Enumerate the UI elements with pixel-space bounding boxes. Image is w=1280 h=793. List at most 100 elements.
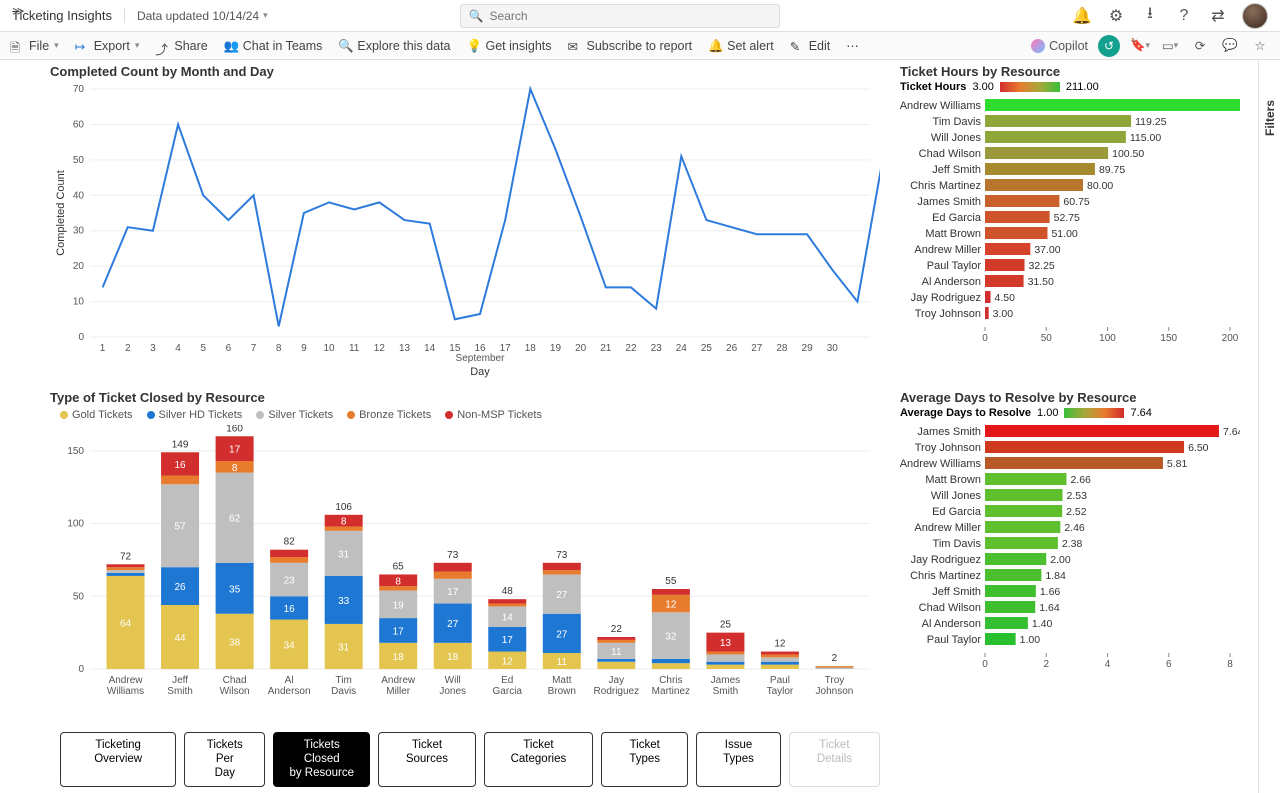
svg-text:8: 8 — [232, 463, 238, 474]
svg-text:27: 27 — [447, 619, 459, 630]
reset-button[interactable]: ↺ — [1098, 35, 1120, 57]
tab-ticket-categories[interactable]: Ticket Categories — [484, 732, 593, 787]
bookmark-icon[interactable]: 🔖▾ — [1130, 36, 1150, 56]
svg-text:0: 0 — [78, 332, 84, 343]
svg-text:29: 29 — [802, 343, 814, 354]
svg-text:37.00: 37.00 — [1034, 244, 1060, 256]
export-button[interactable]: ↦Export▾ — [75, 39, 140, 53]
notification-icon[interactable]: 🔔 — [1072, 6, 1092, 26]
svg-text:11: 11 — [611, 647, 622, 658]
top-bar: Ticketing Insights Data updated 10/14/24… — [0, 0, 1280, 32]
svg-text:11: 11 — [557, 657, 568, 668]
svg-text:40: 40 — [73, 190, 85, 201]
svg-text:6: 6 — [226, 343, 232, 354]
svg-text:100: 100 — [1099, 333, 1116, 344]
svg-text:22: 22 — [625, 343, 637, 354]
tab-ticket-sources[interactable]: Ticket Sources — [378, 732, 476, 787]
svg-text:25: 25 — [720, 620, 732, 631]
data-updated[interactable]: Data updated 10/14/24 ▾ — [137, 9, 268, 23]
svg-text:8: 8 — [341, 517, 347, 528]
svg-text:72: 72 — [120, 551, 132, 562]
star-icon[interactable]: ☆ — [1250, 36, 1270, 56]
svg-text:11: 11 — [349, 343, 360, 354]
svg-text:17: 17 — [229, 445, 241, 456]
edit-button[interactable]: ✎Edit — [790, 39, 831, 53]
share-button[interactable]: ⤴Share — [155, 39, 207, 53]
avatar[interactable] — [1242, 3, 1268, 29]
hours-chart[interactable]: Andrew Williams211.00Tim Davis119.25Will… — [900, 97, 1240, 377]
svg-text:2.53: 2.53 — [1066, 490, 1087, 502]
svg-text:1.00: 1.00 — [1020, 634, 1041, 646]
file-button[interactable]: 🗎File▾ — [10, 39, 59, 53]
copilot-button[interactable]: Copilot — [1031, 39, 1088, 53]
svg-text:2.46: 2.46 — [1064, 522, 1085, 534]
days-chart[interactable]: James Smith7.64Troy Johnson6.50Andrew Wi… — [900, 423, 1240, 723]
chat-teams-button[interactable]: 👥Chat in Teams — [224, 39, 323, 53]
svg-text:Wilson: Wilson — [220, 686, 250, 697]
insights-button[interactable]: 💡Get insights — [467, 39, 552, 53]
chevron-down-icon: ▾ — [263, 10, 268, 21]
filters-pane-tab[interactable]: Filters — [1258, 60, 1280, 793]
alert-button[interactable]: 🔔Set alert — [708, 39, 774, 53]
svg-text:27: 27 — [556, 629, 568, 640]
days-chart-title: Average Days to Resolve by Resource — [900, 390, 1240, 405]
svg-text:21: 21 — [600, 343, 612, 354]
svg-text:Brown: Brown — [548, 686, 576, 697]
svg-text:17: 17 — [393, 626, 405, 637]
expand-icon[interactable]: ≫ — [12, 4, 25, 18]
svg-text:Troy Johnson: Troy Johnson — [915, 308, 981, 320]
view-icon[interactable]: ▭▾ — [1160, 36, 1180, 56]
svg-text:10: 10 — [323, 343, 335, 354]
tab-tickets-closed-by-resource[interactable]: Tickets Closedby Resource — [273, 732, 370, 787]
svg-text:12: 12 — [774, 639, 786, 650]
svg-text:73: 73 — [447, 550, 459, 561]
svg-text:Matt Brown: Matt Brown — [925, 474, 981, 486]
svg-text:6.50: 6.50 — [1188, 442, 1209, 454]
svg-text:70: 70 — [73, 84, 85, 95]
svg-text:34: 34 — [284, 640, 296, 651]
help-icon[interactable]: ? — [1174, 6, 1194, 26]
svg-text:Jeff Smith: Jeff Smith — [932, 586, 981, 598]
tab-ticketing-overview[interactable]: Ticketing Overview — [60, 732, 176, 787]
tab-ticket-types[interactable]: Ticket Types — [601, 732, 688, 787]
bell-icon: 🔔 — [708, 39, 722, 53]
download-icon[interactable]: ⭳ — [1140, 6, 1160, 26]
svg-text:32.25: 32.25 — [1029, 260, 1055, 272]
svg-text:115.00: 115.00 — [1130, 132, 1161, 144]
tab-tickets-per-day[interactable]: Tickets PerDay — [184, 732, 265, 787]
svg-text:3.00: 3.00 — [993, 308, 1014, 320]
svg-text:James Smith: James Smith — [917, 196, 981, 208]
comment-icon[interactable]: 💬 — [1220, 36, 1240, 56]
svg-text:Jones: Jones — [439, 686, 466, 697]
more-button[interactable]: ⋯ — [846, 38, 859, 53]
svg-text:Jay Rodriguez: Jay Rodriguez — [911, 292, 981, 304]
svg-text:89.75: 89.75 — [1099, 164, 1125, 176]
share-icon: ⤴ — [155, 39, 169, 53]
svg-text:32: 32 — [665, 632, 677, 643]
search-input[interactable]: 🔍 — [460, 4, 780, 28]
svg-text:0: 0 — [982, 659, 988, 670]
svg-text:2.38: 2.38 — [1062, 538, 1083, 550]
svg-text:160: 160 — [226, 425, 243, 434]
stacked-chart[interactable]: 0501001506472AndrewWilliams44265716149Je… — [50, 425, 880, 715]
svg-text:62: 62 — [229, 514, 241, 525]
svg-text:64: 64 — [120, 618, 132, 629]
svg-text:Martinez: Martinez — [652, 686, 690, 697]
svg-text:23: 23 — [284, 576, 296, 587]
svg-text:2.66: 2.66 — [1070, 474, 1091, 486]
connections-icon[interactable]: ⇄ — [1208, 6, 1228, 26]
svg-text:Al Anderson: Al Anderson — [922, 618, 981, 630]
svg-text:7: 7 — [251, 343, 257, 354]
svg-text:50: 50 — [1041, 333, 1053, 344]
subscribe-button[interactable]: ✉Subscribe to report — [568, 39, 693, 53]
gear-icon[interactable]: ⚙ — [1106, 6, 1126, 26]
explore-button[interactable]: 🔍Explore this data — [338, 39, 450, 53]
tab-issue-types[interactable]: Issue Types — [696, 732, 781, 787]
svg-text:Troy Johnson: Troy Johnson — [915, 442, 981, 454]
bulb-icon: 💡 — [467, 39, 481, 53]
svg-text:8: 8 — [1227, 659, 1233, 670]
svg-text:Will: Will — [445, 675, 461, 686]
refresh-icon[interactable]: ⟳ — [1190, 36, 1210, 56]
line-chart[interactable]: 0102030405060701234567891011121314151617… — [50, 81, 880, 381]
svg-text:57: 57 — [175, 522, 187, 533]
